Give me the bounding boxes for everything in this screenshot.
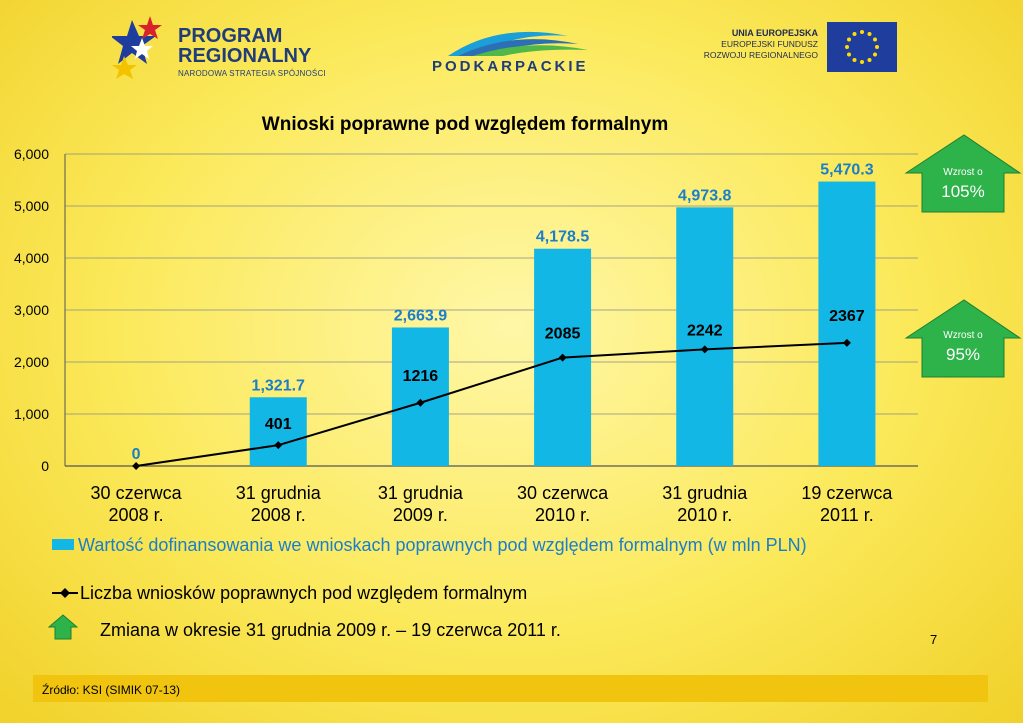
- eu-star-icon: [845, 45, 849, 49]
- y-tick-label: 1,000: [14, 406, 49, 422]
- page-number: 7: [930, 632, 938, 647]
- star-logo-icon: [112, 16, 162, 79]
- chart-title: Wnioski poprawne pod względem formalnym: [262, 114, 668, 135]
- y-tick-label: 0: [41, 458, 49, 474]
- line-point: [416, 398, 425, 407]
- bar-value-label: 0: [132, 446, 141, 463]
- region-name: PODKARPACKIE: [432, 58, 589, 75]
- line-value-label: 401: [265, 416, 292, 433]
- grid: [64, 153, 918, 467]
- podkarpackie-logo: PODKARPACKIE: [428, 22, 598, 78]
- eu-line2: EUROPEJSKI FUNDUSZ: [721, 39, 818, 49]
- legend-line-label: Liczba wniosków poprawnych pod względem …: [80, 583, 528, 603]
- eu-line3: ROZWOJU REGIONALNEGO: [703, 50, 818, 60]
- line-point: [274, 441, 283, 450]
- eu-star-icon: [852, 57, 857, 62]
- source-bar: [33, 675, 988, 702]
- line-point: [700, 345, 709, 354]
- eu-star-icon: [860, 60, 864, 64]
- x-tick-label: 19 czerwca: [801, 483, 893, 503]
- hills-logo-icon: [448, 31, 588, 56]
- y-tick-label: 6,000: [14, 146, 49, 162]
- line-value-label: 2242: [687, 322, 723, 339]
- growth-callout-95: Wzrost o 95%: [904, 298, 1022, 378]
- eu-star-icon: [860, 30, 864, 34]
- x-tick-label: 2009 r.: [393, 505, 448, 525]
- series-line: [135, 341, 847, 467]
- source-text: Źródło: KSI (SIMIK 07-13): [42, 683, 181, 697]
- chart: Wnioski poprawne pod względem formalnym …: [14, 114, 918, 525]
- change-text: Zmiana w okresie 31 grudnia 2009 r. – 19…: [100, 620, 561, 640]
- program-title-line2: REGIONALNY: [178, 45, 312, 67]
- eu-star-icon: [847, 37, 852, 42]
- program-regionalny-logo: PROGRAM REGIONALNY NARODOWA STRATEGIA SP…: [112, 12, 352, 86]
- program-subtitle: NARODOWA STRATEGIA SPÓJNOŚCI: [178, 69, 326, 78]
- eu-star-icon: [847, 52, 852, 57]
- bar: [818, 181, 876, 466]
- x-tick-label: 31 grudnia: [236, 483, 322, 503]
- eu-star-icon: [872, 52, 877, 57]
- growth-callout-105: Wzrost o 105%: [904, 133, 1022, 213]
- bar-value-label: 1,321.7: [252, 377, 305, 394]
- x-tick-label: 31 grudnia: [378, 483, 464, 503]
- bar-value-label: 4,973.8: [678, 187, 731, 204]
- line-value-label: 2085: [545, 326, 581, 343]
- green-arrow-icon: [904, 134, 1022, 213]
- bar-value-label: 2,663.9: [394, 307, 447, 324]
- green-arrow-icon: [48, 614, 78, 640]
- y-axis-ticks: 0 1,000 2,000 3,000 4,000 5,000 6,000: [14, 146, 49, 474]
- legend-line-entry: Liczba wniosków poprawnych pod względem …: [52, 583, 527, 604]
- callout-big-text: 105%: [941, 182, 985, 201]
- x-tick-label: 2011 r.: [820, 505, 874, 525]
- eu-star-icon: [852, 32, 857, 37]
- callout-big-text: 95%: [945, 345, 981, 364]
- callout-small-text: Wzrost o: [943, 167, 983, 178]
- eu-line1: UNIA EUROPEJSKA: [731, 28, 818, 38]
- bar-value-label: 4,178.5: [536, 229, 589, 246]
- callout-small-text: Wzrost o: [943, 330, 983, 341]
- line-series: 401 1216 2085 2242 2367: [132, 308, 865, 470]
- eu-logo: UNIA EUROPEJSKA EUROPEJSKI FUNDUSZ ROZWO…: [690, 20, 900, 76]
- eu-star-icon: [872, 37, 877, 42]
- bars: 0 1,321.7 2,663.9 4,178.5 4,973.8 5,470.3: [132, 162, 876, 466]
- legend-bar-entry: Wartość dofinansowania we wnioskach popr…: [52, 534, 952, 556]
- green-arrow-icon: [904, 299, 1022, 378]
- line-value-label: 1216: [403, 368, 439, 385]
- legend-line-marker-icon: [52, 588, 78, 598]
- legend-bar-label: Wartość dofinansowania we wnioskach popr…: [78, 535, 807, 555]
- y-tick-label: 4,000: [14, 250, 49, 266]
- eu-flag-icon: [827, 22, 897, 72]
- eu-star-icon: [867, 32, 872, 37]
- line-value-label: 2367: [829, 308, 865, 325]
- eu-star-icon: [875, 45, 879, 49]
- x-tick-label: 31 grudnia: [662, 483, 748, 503]
- bar: [249, 397, 307, 466]
- y-tick-label: 3,000: [14, 302, 49, 318]
- x-tick-label: 30 czerwca: [517, 483, 609, 503]
- legend-bar-swatch: [52, 539, 74, 550]
- x-tick-label: 2010 r.: [535, 505, 590, 525]
- eu-star-icon: [867, 57, 872, 62]
- bar: [676, 207, 734, 466]
- y-tick-label: 2,000: [14, 354, 49, 370]
- line-point: [842, 338, 851, 347]
- y-tick-label: 5,000: [14, 198, 49, 214]
- x-tick-label: 2008 r.: [251, 505, 306, 525]
- x-tick-label: 30 czerwca: [91, 483, 183, 503]
- line-point: [558, 353, 567, 362]
- bar-value-label: 5,470.3: [820, 162, 873, 179]
- program-title-line1: PROGRAM: [178, 25, 283, 47]
- x-tick-label: 2008 r.: [109, 505, 164, 525]
- line-point: [132, 462, 141, 470]
- x-tick-label: 2010 r.: [677, 505, 732, 525]
